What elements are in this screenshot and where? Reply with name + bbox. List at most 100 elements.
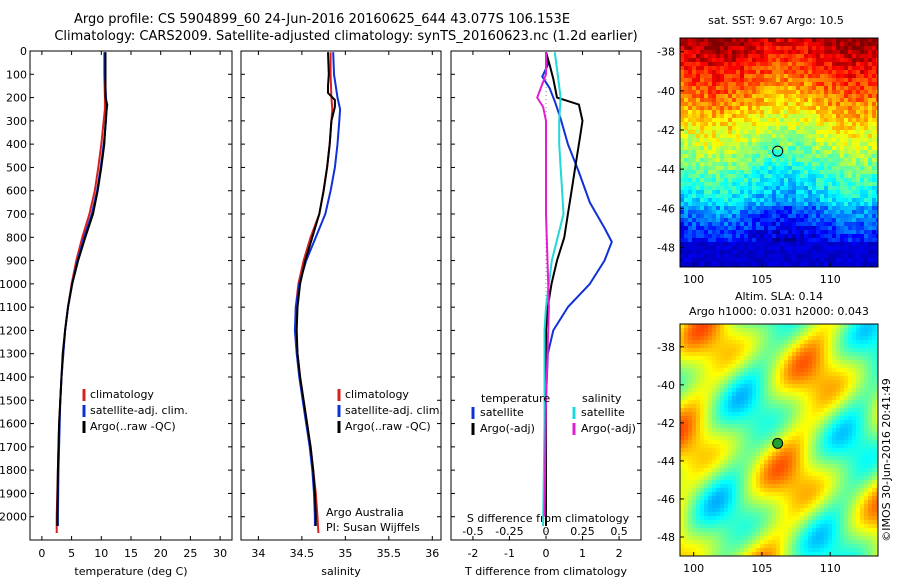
- sla_map-cell: [800, 332, 805, 337]
- sst_map-cell: [788, 198, 793, 203]
- sla_map-cell: [732, 340, 737, 345]
- sst_map-cell: [860, 194, 865, 199]
- sst_map-cell: [876, 182, 878, 187]
- sla_map-cell: [788, 356, 793, 361]
- sst_map-cell: [844, 110, 849, 115]
- sst_map-cell: [684, 82, 689, 87]
- sst_map-cell: [688, 146, 693, 151]
- sst_map-cell: [784, 258, 789, 263]
- sla_map-cell: [792, 372, 797, 377]
- sst_map-cell: [872, 90, 877, 95]
- sst_map-cell: [848, 90, 853, 95]
- sla_map-cell: [700, 352, 705, 357]
- sst_map-cell: [768, 118, 773, 123]
- sla_map-cell: [864, 436, 869, 441]
- sla_map-cell: [780, 368, 785, 373]
- sla_map-cell: [796, 404, 801, 409]
- sla_map-cell: [720, 360, 725, 365]
- sla_map-cell: [752, 336, 757, 341]
- sst_map-cell: [720, 198, 725, 203]
- sst_map-cell: [872, 170, 877, 175]
- sst_map-cell: [744, 86, 749, 91]
- sst_map-cell: [756, 226, 761, 231]
- sla_map-cell: [804, 464, 809, 469]
- sst_map-cell: [744, 218, 749, 223]
- sla_map-cell: [744, 404, 749, 409]
- sst_map-cell: [732, 142, 737, 147]
- sla_map-cell: [688, 468, 693, 473]
- sst_map-cell: [708, 102, 713, 107]
- sla_map-cell: [876, 368, 878, 373]
- sst_map-cell: [744, 222, 749, 227]
- sst_map-cell: [744, 242, 749, 247]
- sst_map-cell: [876, 62, 878, 67]
- sst_map-cell: [760, 242, 765, 247]
- sla_map-cell: [692, 384, 697, 389]
- sst_map-cell: [836, 230, 841, 235]
- sst_map-cell: [756, 262, 761, 267]
- sst_map-cell: [860, 42, 865, 47]
- sst_map-cell: [804, 98, 809, 103]
- sla_map-cell: [748, 444, 753, 449]
- sst_map-cell: [712, 162, 717, 167]
- sst_map-cell: [776, 114, 781, 119]
- sst_map-cell: [852, 254, 857, 259]
- sst_map-cell: [800, 86, 805, 91]
- sst_map-cell: [684, 182, 689, 187]
- sst_map-cell: [776, 214, 781, 219]
- sst_map-cell: [720, 234, 725, 239]
- sst_map-cell: [820, 174, 825, 179]
- sst_map-cell: [776, 226, 781, 231]
- sst_map-cell: [812, 114, 817, 119]
- sst_map-cell: [728, 98, 733, 103]
- depth-tick-label: 1100: [0, 301, 27, 314]
- sla_map-cell: [768, 352, 773, 357]
- sst_map-cell: [760, 94, 765, 99]
- sst_map-cell: [740, 194, 745, 199]
- sst_map-cell: [828, 142, 833, 147]
- sst_map-cell: [800, 214, 805, 219]
- sst_map-cell: [752, 158, 757, 163]
- sla_map-cell: [692, 460, 697, 465]
- sla_map-cell: [796, 448, 801, 453]
- sla_map-cell: [768, 436, 773, 441]
- depth-tick-label: 700: [6, 208, 27, 221]
- sst_map-cell: [696, 210, 701, 215]
- sla_map-cell: [868, 356, 873, 361]
- sst_map-cell: [816, 102, 821, 107]
- sst_map-cell: [680, 70, 685, 75]
- sla_map-cell: [688, 416, 693, 421]
- sla_map-cell: [736, 424, 741, 429]
- sla_map-cell: [704, 428, 709, 433]
- sst_map-cell: [716, 150, 721, 155]
- sst_map-cell: [776, 222, 781, 227]
- sla_map-cell: [716, 408, 721, 413]
- sst_map-cell: [812, 190, 817, 195]
- sst_map-cell: [792, 150, 797, 155]
- sla_map-cell: [728, 328, 733, 333]
- sla_map-cell: [696, 356, 701, 361]
- sst_map-cell: [856, 62, 861, 67]
- salinity-diff-tick-label: -0.5: [462, 525, 483, 538]
- sst_map-cell: [852, 62, 857, 67]
- sst_map-cell: [876, 174, 878, 179]
- sst_map-cell: [696, 102, 701, 107]
- sst_map-cell: [804, 170, 809, 175]
- sst_map-cell: [740, 226, 745, 231]
- sla_map-cell: [748, 400, 753, 405]
- sla_map-cell: [788, 412, 793, 417]
- sst_map-cell: [848, 106, 853, 111]
- sla_map-cell: [820, 404, 825, 409]
- sst_map-cell: [864, 158, 869, 163]
- sst_map-cell: [780, 242, 785, 247]
- sst_map-cell: [704, 170, 709, 175]
- sst_map-cell: [756, 98, 761, 103]
- sst_map-cell: [848, 150, 853, 155]
- sst_map-cell: [724, 210, 729, 215]
- sst_map-cell: [728, 230, 733, 235]
- sst_map-cell: [776, 58, 781, 63]
- sst_map-cell: [828, 198, 833, 203]
- sst_map-cell: [724, 214, 729, 219]
- sst_map-cell: [780, 186, 785, 191]
- sla_map-cell: [836, 448, 841, 453]
